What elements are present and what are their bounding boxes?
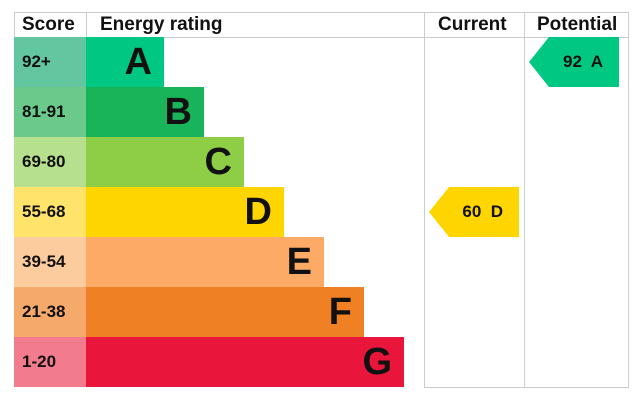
grid-line bbox=[628, 12, 629, 388]
grid-line bbox=[14, 12, 629, 13]
rating-bar-d: D bbox=[86, 187, 284, 237]
potential-rating-arrow: 92 A bbox=[529, 37, 619, 87]
score-cell-c: 69-80 bbox=[14, 137, 86, 187]
grid-line bbox=[14, 37, 629, 38]
grid-line bbox=[14, 12, 15, 37]
rating-bar-c: C bbox=[86, 137, 244, 187]
score-cell-g: 1-20 bbox=[14, 337, 86, 387]
grid-line bbox=[86, 12, 87, 37]
header-current: Current bbox=[438, 14, 507, 35]
score-cell-e: 39-54 bbox=[14, 237, 86, 287]
rating-bar-b: B bbox=[86, 87, 204, 137]
rating-bar-a: A bbox=[86, 37, 164, 87]
grid-line bbox=[424, 387, 629, 388]
rating-bar-e: E bbox=[86, 237, 324, 287]
header-score: Score bbox=[22, 14, 75, 35]
rating-bar-g: G bbox=[86, 337, 404, 387]
potential-rating-arrow-label: 92 A bbox=[562, 52, 603, 71]
current-rating-arrow: 60 D bbox=[429, 187, 519, 237]
grid-line bbox=[524, 12, 525, 388]
score-cell-b: 81-91 bbox=[14, 87, 86, 137]
header-energy-rating: Energy rating bbox=[100, 14, 223, 35]
current-rating-arrow-label: 60 D bbox=[462, 202, 503, 221]
score-cell-d: 55-68 bbox=[14, 187, 86, 237]
rating-bar-f: F bbox=[86, 287, 364, 337]
header-potential: Potential bbox=[537, 14, 618, 35]
score-cell-f: 21-38 bbox=[14, 287, 86, 337]
grid-line bbox=[424, 12, 425, 388]
score-cell-a: 92+ bbox=[14, 37, 86, 87]
